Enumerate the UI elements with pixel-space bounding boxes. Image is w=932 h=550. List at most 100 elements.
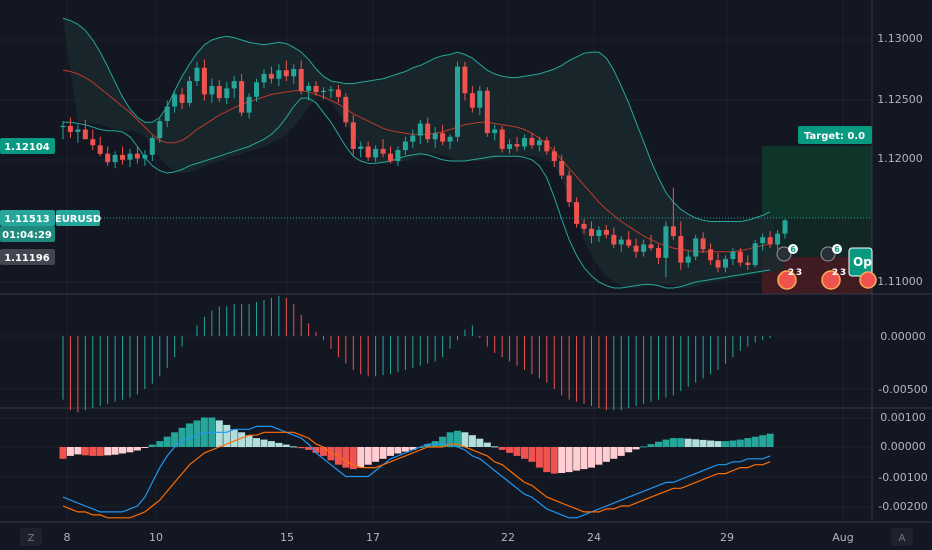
time-tick-label: 29 [720, 531, 734, 544]
target-label-text: Target: 0.0 [804, 131, 865, 142]
price-tick-label: 1.13000 [877, 32, 923, 45]
macd-histogram-bar [439, 436, 447, 447]
countdown-tag-text: 01:04:29 [2, 230, 52, 241]
macd-histogram-bar [163, 436, 171, 447]
candle-body [581, 223, 587, 229]
oscillator-histogram-series [62, 295, 771, 413]
time-tick-label: 22 [501, 531, 515, 544]
macd-histogram-bar [528, 447, 536, 462]
event-marker-group-2[interactable]: 6 2 3 [820, 244, 846, 290]
count-badge-text: 2 [832, 268, 838, 278]
macd-histogram-bar [178, 427, 186, 447]
candle-body [425, 123, 431, 140]
candle-body [641, 244, 647, 252]
candle-body [633, 245, 639, 252]
candle-body [105, 153, 111, 163]
target-label-box[interactable] [798, 126, 872, 144]
candle-body [306, 86, 312, 91]
candle-body [172, 94, 178, 107]
open-label-text: Op [853, 255, 872, 269]
macd-histogram-bar [565, 447, 573, 473]
candle-body [380, 148, 386, 154]
price-tick-label: 1.12000 [877, 152, 923, 165]
candle-body [201, 67, 207, 95]
auto-scale-button[interactable] [891, 528, 913, 546]
symbol-tag-text: EURUSD [55, 214, 101, 225]
current-price-tag [0, 210, 55, 226]
candle-body [760, 237, 766, 244]
macd-histogram-bar [379, 447, 387, 459]
candle-body [775, 233, 781, 245]
symbol-tag [56, 210, 100, 226]
macd-histogram-bar [312, 447, 320, 453]
candle-body [611, 234, 617, 245]
candle-body [67, 125, 73, 132]
bollinger-basis-line [62, 69, 771, 253]
macd-histogram-bar [498, 447, 506, 450]
macd-histogram-bar [364, 447, 372, 465]
macd-histogram-bar [446, 432, 454, 448]
candle-body [544, 140, 550, 152]
macd-histogram-bar [476, 438, 484, 447]
oscillator-tick-label: -0.00500 [878, 383, 927, 396]
candle-body [708, 249, 714, 261]
candle-body [656, 248, 661, 258]
flag-icon[interactable] [859, 271, 877, 289]
macd-histogram-bar [81, 447, 89, 456]
macd-histogram-bar [722, 441, 729, 447]
macd-histogram-bar [290, 446, 298, 448]
macd-histogram-bar [521, 447, 528, 459]
macd-histogram-bar [535, 447, 543, 468]
target-price-tag-text: 1.12104 [4, 142, 50, 153]
macd-histogram-bar [625, 447, 633, 453]
candle-body [499, 129, 505, 149]
macd-histogram-bar [387, 447, 394, 456]
candle-body [440, 133, 446, 142]
macd-histogram-bar [253, 438, 260, 447]
candle-body [328, 89, 334, 91]
macd-histogram-bar [141, 447, 149, 448]
macd-histogram-bar [74, 447, 82, 455]
macd-histogram-bar [759, 435, 767, 447]
candle-body [254, 82, 259, 97]
candle-body [216, 86, 222, 99]
macd-histogram-bar [595, 447, 603, 465]
flag-icon [776, 246, 792, 262]
macd-tick-label: 0.00000 [880, 440, 926, 453]
time-tick-label: 8 [64, 531, 71, 544]
event-marker-group-1[interactable]: 6 2 3 [776, 244, 802, 290]
target-price-tag [0, 138, 55, 154]
candle-body [97, 145, 103, 154]
macd-histogram-bar [736, 439, 744, 447]
candle-body [462, 66, 468, 94]
candle-body [507, 144, 513, 149]
macd-histogram-bar [282, 444, 290, 447]
candle-body [522, 138, 527, 147]
macd-histogram-bar [320, 447, 327, 456]
macd-histogram-bar [349, 447, 357, 470]
stop-price-tag [0, 249, 55, 265]
macd-histogram-bar [602, 447, 610, 462]
candle-body [350, 122, 356, 149]
candle-body [187, 81, 192, 103]
candle-body [603, 230, 609, 235]
timezone-toggle-button[interactable] [20, 528, 42, 546]
candle-body [120, 154, 125, 160]
candle-body [335, 89, 341, 97]
candle-body [469, 93, 475, 108]
candle-body [663, 226, 669, 258]
macd-histogram-bar [610, 447, 618, 459]
candle-body [358, 146, 364, 149]
macd-histogram-bar [677, 438, 685, 447]
countdown-tag [0, 226, 55, 242]
candle-body [291, 69, 297, 77]
macd-histogram-bar [684, 438, 692, 447]
candle-body [224, 88, 230, 99]
macd-histogram-bar [215, 420, 223, 447]
macd-histogram-bar [111, 447, 119, 455]
macd-histogram-bar [632, 447, 640, 450]
candle-body [179, 94, 185, 103]
macd-histogram-bar [119, 447, 126, 454]
signal-line [62, 431, 771, 519]
